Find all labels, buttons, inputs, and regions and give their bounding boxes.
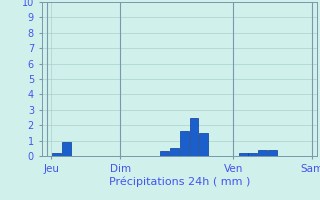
Bar — [170, 148, 179, 156]
Bar — [189, 118, 198, 156]
Bar — [52, 153, 61, 156]
Bar — [180, 131, 188, 156]
Bar — [249, 153, 257, 156]
Bar — [199, 133, 208, 156]
Bar — [160, 151, 169, 156]
Bar — [268, 150, 277, 156]
Bar — [239, 153, 247, 156]
Bar — [258, 150, 267, 156]
Bar — [62, 142, 71, 156]
X-axis label: Précipitations 24h ( mm ): Précipitations 24h ( mm ) — [108, 176, 250, 187]
